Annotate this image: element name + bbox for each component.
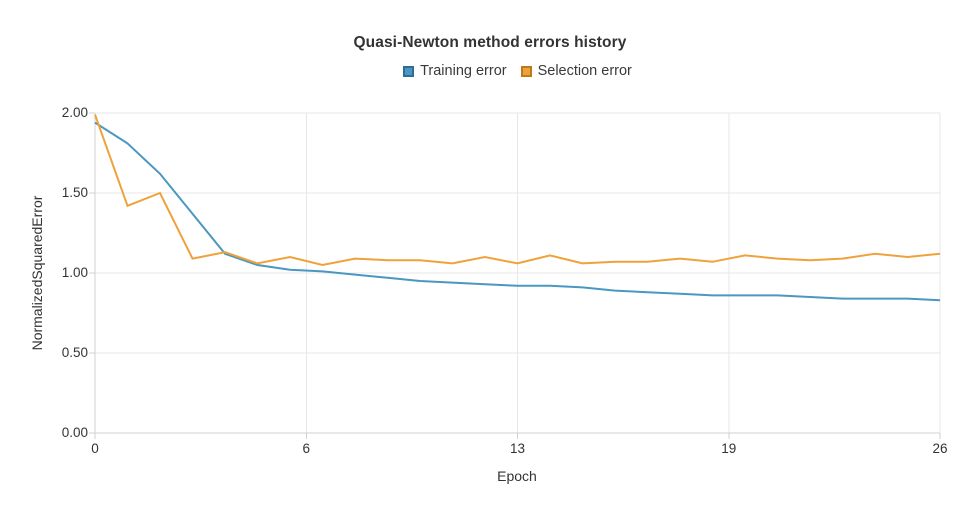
x-tick-label: 13 <box>509 441 526 456</box>
y-tick-label: 0.50 <box>61 345 88 360</box>
x-tick-label: 26 <box>932 441 948 456</box>
y-tick-label: 1.00 <box>61 265 88 280</box>
series-line-training-error <box>94 121 941 302</box>
x-tick-label: 0 <box>91 441 99 456</box>
y-axis-title: NormalizedSquaredError <box>29 195 45 351</box>
legend-label-selection-error: Selection error <box>537 63 632 79</box>
y-tick-label: 1.50 <box>61 185 88 200</box>
chart-legend: Training error Selection error <box>95 63 940 79</box>
series-line-selection-error <box>94 114 941 267</box>
legend-item-selection-error[interactable]: Selection error <box>520 63 632 79</box>
x-tick-label: 6 <box>302 441 310 456</box>
y-tick-label: 0.00 <box>61 425 88 440</box>
selection-error-swatch-icon <box>520 65 532 77</box>
x-axis-title: Epoch <box>497 468 537 484</box>
training-error-swatch-icon <box>403 65 415 77</box>
x-tick-label: 19 <box>721 441 737 456</box>
legend-item-training-error[interactable]: Training error <box>403 63 507 79</box>
y-tick-label: 2.00 <box>61 105 88 120</box>
chart-title: Quasi-Newton method errors history <box>353 34 627 51</box>
legend-label-training-error: Training error <box>420 63 507 79</box>
